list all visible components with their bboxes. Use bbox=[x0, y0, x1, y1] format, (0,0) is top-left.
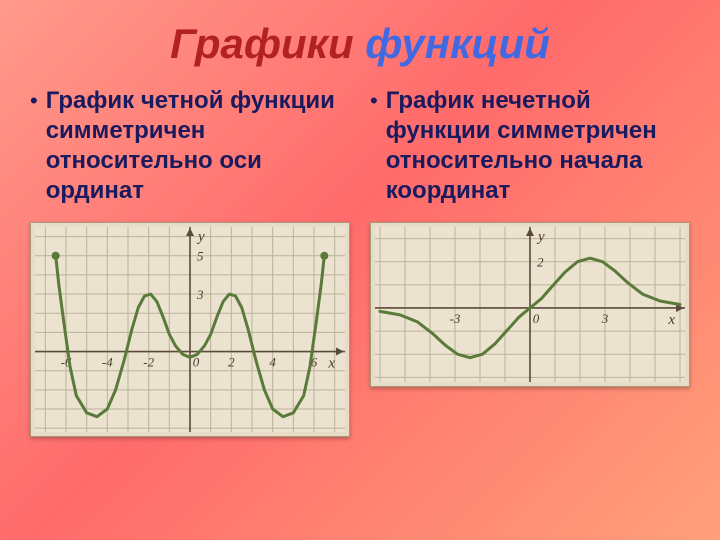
bullet-dot-icon: • bbox=[30, 86, 38, 116]
svg-text:y: y bbox=[536, 229, 545, 245]
svg-text:2: 2 bbox=[537, 255, 544, 270]
slide: Графики функций • График четной функции … bbox=[0, 0, 720, 540]
right-bullet-text: График нечетной функции симметричен отно… bbox=[386, 86, 690, 206]
svg-text:x: x bbox=[327, 356, 335, 372]
svg-text:5: 5 bbox=[197, 249, 204, 264]
bullet-dot-icon: • bbox=[370, 86, 378, 116]
svg-text:x: x bbox=[667, 312, 675, 328]
left-chart: -6-4-2024635xy bbox=[35, 227, 345, 432]
right-chart: -3 0 3 2 x y bbox=[375, 227, 685, 382]
right-chart-frame: -3 0 3 2 x y bbox=[370, 222, 690, 387]
right-column: • График нечетной функции симметричен от… bbox=[370, 86, 690, 442]
left-column: • График четной функции симметричен отно… bbox=[30, 86, 350, 442]
left-bullet: • График четной функции симметричен отно… bbox=[30, 86, 350, 206]
title-word-2: функций bbox=[365, 20, 550, 67]
svg-text:-3: -3 bbox=[450, 311, 461, 326]
svg-text:3: 3 bbox=[196, 287, 204, 302]
svg-text:-2: -2 bbox=[143, 355, 154, 370]
svg-text:0: 0 bbox=[533, 311, 540, 326]
svg-text:y: y bbox=[196, 229, 205, 245]
title-word-1: Графики bbox=[170, 20, 354, 67]
slide-title: Графики функций bbox=[30, 20, 690, 68]
left-chart-frame: -6-4-2024635xy bbox=[30, 222, 350, 437]
left-bullet-text: График четной функции симметричен относи… bbox=[46, 86, 350, 206]
right-bullet: • График нечетной функции симметричен от… bbox=[370, 86, 690, 206]
svg-text:4: 4 bbox=[269, 355, 276, 370]
svg-text:-4: -4 bbox=[102, 355, 113, 370]
columns: • График четной функции симметричен отно… bbox=[30, 86, 690, 442]
svg-text:2: 2 bbox=[228, 355, 235, 370]
svg-text:3: 3 bbox=[601, 311, 609, 326]
